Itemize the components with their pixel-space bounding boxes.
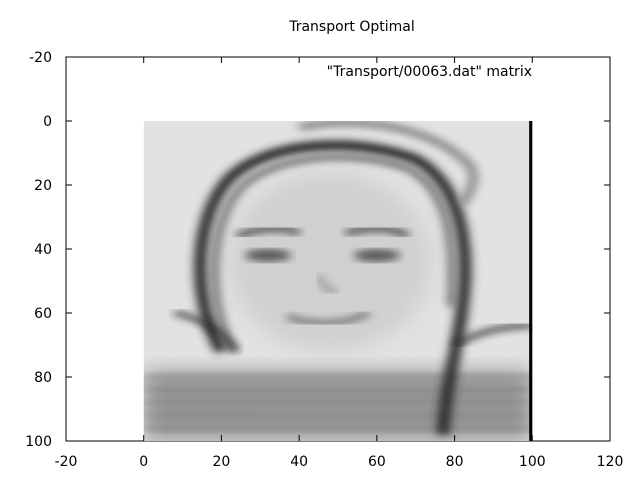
heatmap-lower-band	[143, 370, 533, 441]
heatmap-hair-inner	[211, 154, 455, 353]
x-tick-label: 60	[368, 454, 386, 470]
y-tick-label: 0	[43, 114, 52, 130]
heatmap-hair-outline	[194, 140, 472, 435]
heatmap-top-arc	[297, 121, 478, 206]
x-tick-label: 0	[139, 454, 148, 470]
x-tick-label: 100	[519, 454, 546, 470]
x-tick-label: 40	[290, 454, 308, 470]
x-tick-label: 20	[213, 454, 231, 470]
x-tick-label: 120	[597, 454, 624, 470]
x-tick-labels: -20 0 20 40 60 80 100 120	[55, 454, 624, 470]
chart-title: Transport Optimal	[288, 19, 415, 35]
heatmap-right-eye	[353, 249, 401, 262]
heatmap-mouth	[286, 310, 371, 326]
heatmap-left-brow	[235, 225, 301, 239]
heatmap-nose	[316, 274, 339, 293]
heatmap-right-brow	[344, 225, 411, 239]
heatmap-left-collar	[174, 310, 240, 353]
y-tick-label: 60	[34, 306, 52, 322]
legend-label: "Transport/00063.dat" matrix	[327, 64, 532, 80]
y-tick-label: 20	[34, 178, 52, 194]
heatmap-right-edge-column	[529, 121, 533, 441]
y-tick-label: 100	[25, 434, 52, 450]
heatmap-right-collar	[453, 323, 533, 347]
heatmap-cloth-stripes	[143, 375, 533, 430]
x-tick-label: -20	[55, 454, 78, 470]
heatmap-content	[143, 121, 533, 441]
x-tick-label: 80	[446, 454, 464, 470]
tick-marks	[65, 56, 611, 442]
y-tick-label: 80	[34, 370, 52, 386]
heatmap-left-eye	[244, 249, 292, 262]
y-tick-label: -20	[29, 50, 52, 66]
y-tick-label: 40	[34, 242, 52, 258]
y-tick-labels: -20 0 20 40 60 80 100	[25, 50, 52, 450]
heatmap-image	[143, 121, 533, 441]
heatmap-face-area	[229, 172, 432, 352]
